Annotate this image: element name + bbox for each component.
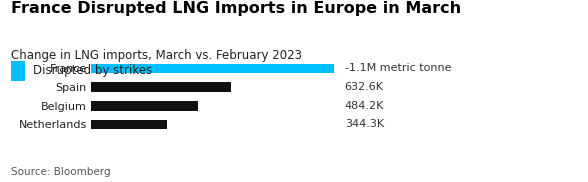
Text: France Disrupted LNG Imports in Europe in March: France Disrupted LNG Imports in Europe i… (11, 1, 461, 16)
Text: 344.3K: 344.3K (345, 119, 384, 129)
Bar (91, 64, 334, 73)
Bar (91, 82, 230, 92)
Text: Disrupted by strikes: Disrupted by strikes (33, 64, 152, 78)
Text: 484.2K: 484.2K (345, 101, 384, 111)
Text: Source: Bloomberg: Source: Bloomberg (11, 167, 110, 177)
Bar (91, 120, 167, 129)
Text: Change in LNG imports, March vs. February 2023: Change in LNG imports, March vs. Februar… (11, 49, 302, 62)
Text: 632.6K: 632.6K (345, 82, 384, 92)
Bar (91, 101, 198, 111)
Text: -1.1M metric tonne: -1.1M metric tonne (345, 64, 451, 74)
